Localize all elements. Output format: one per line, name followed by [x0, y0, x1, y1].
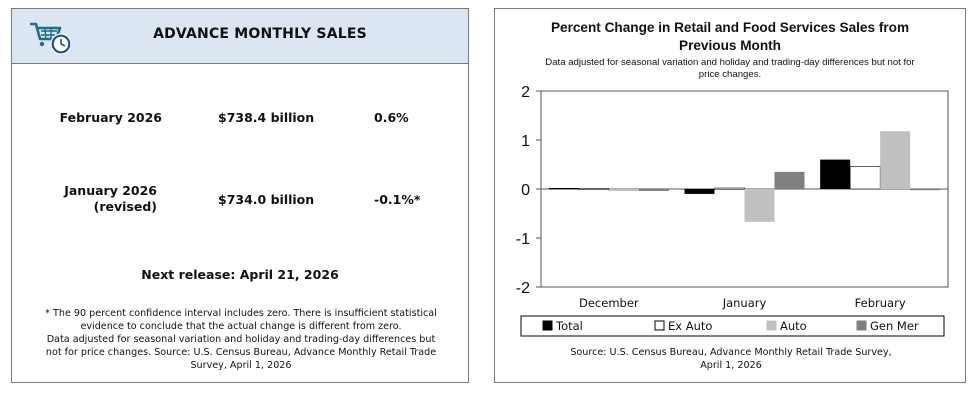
- chart-title: Percent Change in Retail and Food Servic…: [495, 19, 965, 55]
- legend-swatch-auto: [766, 320, 777, 331]
- bar-gen-mer-january: [774, 171, 805, 189]
- footnote-line: Survey, April 1, 2026: [190, 360, 292, 371]
- row-period-label: February 2026: [59, 110, 162, 125]
- bar-total-february: [820, 159, 851, 189]
- chart-subtitle-line: Data adjusted for seasonal variation and…: [545, 57, 915, 68]
- bar-ex-auto-january: [714, 187, 745, 190]
- bar-ex-auto-december: [578, 188, 610, 191]
- x-category-label: December: [579, 296, 639, 310]
- footnote-line: not for price changes. Source: U.S. Cens…: [45, 347, 437, 358]
- footnote-line: Data adjusted for seasonal variation and…: [46, 334, 436, 345]
- row-period-label: January 2026 (revised): [7, 183, 157, 215]
- legend-swatch-ex-auto: [654, 320, 665, 331]
- bar-auto-december: [608, 189, 639, 191]
- legend-box: [520, 315, 945, 337]
- legend-label: Gen Mer: [870, 319, 919, 333]
- panel-header: ADVANCE MONTHLY SALES: [12, 9, 468, 64]
- y-tick-label: 1: [521, 133, 530, 150]
- footnote-line: * The 90 percent confidence interval inc…: [45, 308, 437, 319]
- row-percent: 0.6%: [374, 110, 409, 125]
- y-tick-label: -1: [516, 231, 530, 248]
- bar-chart: 2 1 0 -1 -2 December January February Total Ex …: [516, 84, 949, 337]
- bar-auto-january: [744, 189, 775, 222]
- row-period-line2: (revised): [93, 199, 157, 214]
- footnote: * The 90 percent confidence interval inc…: [20, 307, 462, 372]
- x-category-label: February: [855, 296, 906, 310]
- chart-subtitle-line: price changes.: [698, 69, 762, 80]
- x-category-label: January: [722, 296, 767, 310]
- legend-swatch-gen-mer: [856, 320, 867, 331]
- legend-label: Auto: [780, 319, 807, 333]
- legend: Total Ex Auto Auto Gen Mer: [520, 315, 945, 337]
- row-amount: $738.4 billion: [218, 110, 315, 125]
- shopping-cart-clock-icon: [30, 22, 70, 55]
- next-release-text: Next release: April 21, 2026: [141, 267, 339, 282]
- bar-gen-mer-february: [910, 189, 941, 191]
- bars: [548, 131, 941, 222]
- legend-label: Total: [555, 319, 583, 333]
- bar-gen-mer-december: [638, 189, 669, 191]
- y-tick-label: -2: [516, 280, 530, 297]
- row-amount: $734.0 billion: [218, 192, 315, 207]
- legend-label: Ex Auto: [668, 319, 712, 333]
- bar-ex-auto-february: [849, 166, 881, 190]
- chart-source-line: Source: U.S. Census Bureau, Advance Mont…: [570, 347, 892, 358]
- chart-source-line: April 1, 2026: [700, 360, 762, 371]
- chart-subtitle: Data adjusted for seasonal variation and…: [501, 57, 959, 81]
- chart-title-line: Previous Month: [679, 38, 781, 53]
- advance-monthly-sales-panel: ADVANCE MONTHLY SALES February 2026 $738…: [11, 8, 469, 383]
- row-percent: -0.1%*: [374, 192, 421, 207]
- bar-total-december: [548, 188, 579, 190]
- footnote-line: evidence to conclude that the actual cha…: [80, 321, 402, 332]
- chart-title-line: Percent Change in Retail and Food Servic…: [550, 20, 910, 35]
- y-tick-label: 2: [521, 84, 530, 101]
- chart-panel: Percent Change in Retail and Food Servic…: [494, 8, 966, 383]
- chart-source: Source: U.S. Census Bureau, Advance Mont…: [515, 346, 947, 372]
- bar-auto-february: [880, 131, 911, 189]
- y-tick-label: 0: [521, 182, 530, 199]
- bar-total-january: [684, 189, 715, 194]
- legend-swatch-total: [542, 320, 553, 331]
- row-period-line1: January 2026: [64, 183, 157, 198]
- panel-title: ADVANCE MONTHLY SALES: [153, 26, 367, 42]
- x-axis: December January February: [579, 296, 906, 310]
